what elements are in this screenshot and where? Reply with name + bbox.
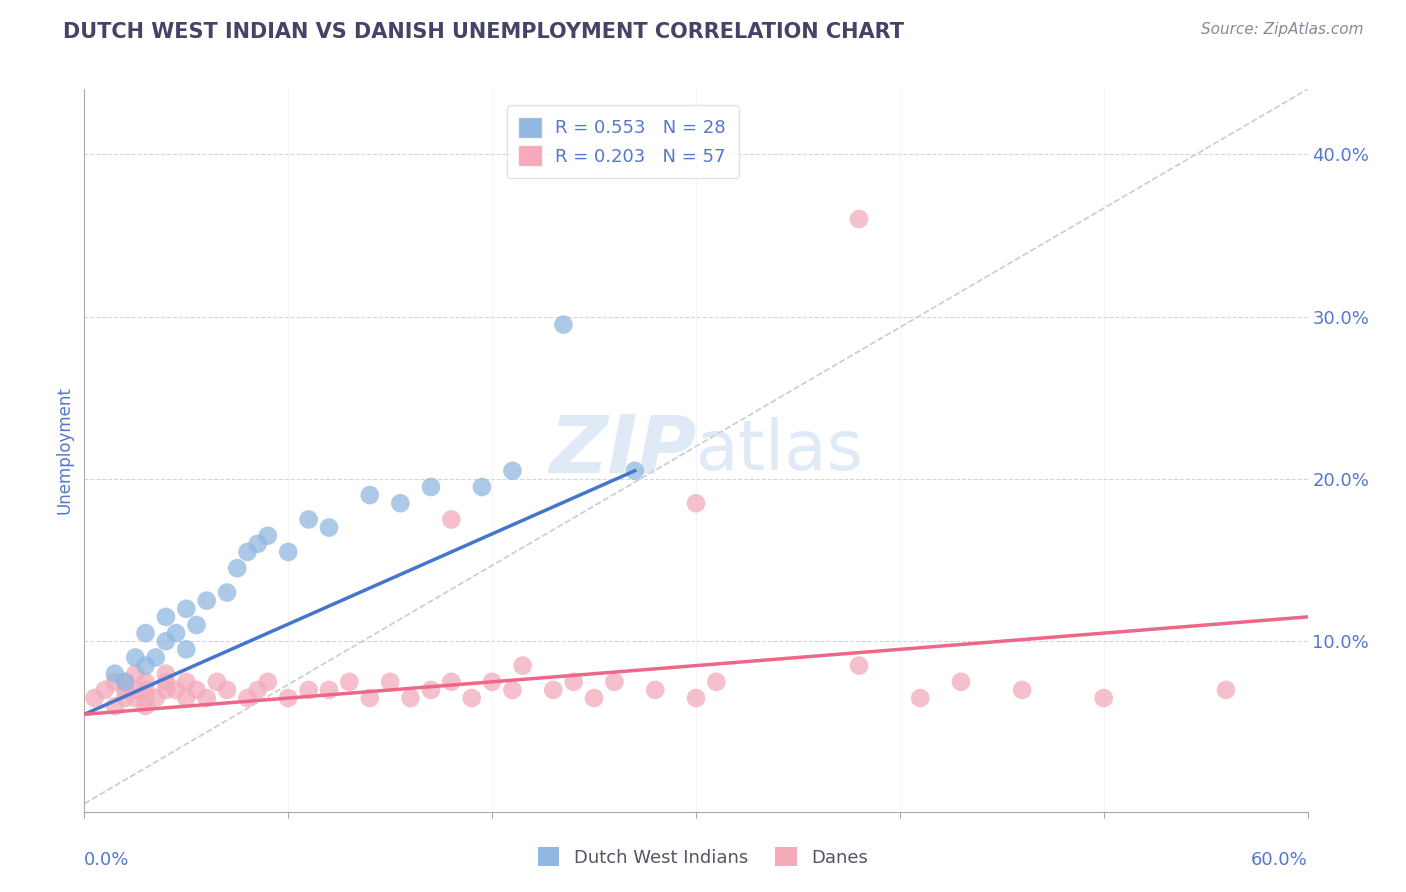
- Point: [186, 682, 208, 697]
- Point: [114, 674, 136, 689]
- Point: [124, 691, 146, 706]
- Point: [543, 682, 565, 697]
- Point: [174, 691, 197, 706]
- Point: [848, 658, 870, 673]
- Point: [603, 674, 626, 689]
- Point: [420, 480, 443, 494]
- Text: DUTCH WEST INDIAN VS DANISH UNEMPLOYMENT CORRELATION CHART: DUTCH WEST INDIAN VS DANISH UNEMPLOYMENT…: [63, 22, 904, 42]
- Point: [318, 682, 340, 697]
- Point: [685, 691, 707, 706]
- Point: [135, 691, 157, 706]
- Point: [562, 674, 585, 689]
- Y-axis label: Unemployment: Unemployment: [55, 386, 73, 515]
- Point: [93, 682, 115, 697]
- Point: [706, 674, 728, 689]
- Point: [461, 691, 484, 706]
- Point: [217, 682, 239, 697]
- Point: [104, 666, 127, 681]
- Point: [553, 318, 575, 332]
- Point: [145, 691, 167, 706]
- Point: [950, 674, 973, 689]
- Point: [440, 512, 463, 526]
- Point: [298, 512, 321, 526]
- Point: [145, 650, 167, 665]
- Point: [246, 682, 269, 697]
- Point: [298, 682, 321, 697]
- Point: [502, 682, 524, 697]
- Point: [583, 691, 606, 706]
- Text: atlas: atlas: [696, 417, 863, 484]
- Point: [195, 593, 218, 607]
- Point: [174, 674, 197, 689]
- Point: [195, 691, 218, 706]
- Point: [217, 585, 239, 599]
- Legend: R = 0.553   N = 28, R = 0.203   N = 57: R = 0.553 N = 28, R = 0.203 N = 57: [506, 105, 738, 178]
- Point: [1092, 691, 1115, 706]
- Point: [236, 691, 259, 706]
- Point: [318, 520, 340, 534]
- Text: Source: ZipAtlas.com: Source: ZipAtlas.com: [1201, 22, 1364, 37]
- Point: [481, 674, 503, 689]
- Point: [644, 682, 666, 697]
- Point: [257, 674, 280, 689]
- Point: [165, 626, 187, 640]
- Point: [83, 691, 105, 706]
- Point: [104, 699, 127, 714]
- Point: [339, 674, 361, 689]
- Point: [1011, 682, 1033, 697]
- Point: [165, 682, 187, 697]
- Point: [124, 650, 146, 665]
- Point: [135, 658, 157, 673]
- Point: [114, 691, 136, 706]
- Point: [135, 699, 157, 714]
- Point: [155, 666, 177, 681]
- Point: [420, 682, 443, 697]
- Point: [135, 674, 157, 689]
- Point: [389, 496, 412, 510]
- Point: [205, 674, 228, 689]
- Point: [186, 618, 208, 632]
- Text: 60.0%: 60.0%: [1251, 851, 1308, 869]
- Point: [848, 212, 870, 227]
- Point: [124, 666, 146, 681]
- Point: [512, 658, 534, 673]
- Point: [399, 691, 422, 706]
- Point: [685, 496, 707, 510]
- Point: [155, 682, 177, 697]
- Point: [236, 545, 259, 559]
- Point: [471, 480, 494, 494]
- Point: [502, 464, 524, 478]
- Point: [114, 674, 136, 689]
- Point: [277, 545, 299, 559]
- Point: [174, 642, 197, 657]
- Point: [155, 674, 177, 689]
- Point: [135, 626, 157, 640]
- Point: [359, 488, 381, 502]
- Point: [226, 561, 249, 575]
- Point: [440, 674, 463, 689]
- Point: [1215, 682, 1237, 697]
- Point: [114, 682, 136, 697]
- Point: [910, 691, 932, 706]
- Point: [359, 691, 381, 706]
- Point: [104, 674, 127, 689]
- Text: ZIP: ZIP: [548, 411, 696, 490]
- Point: [174, 601, 197, 615]
- Point: [277, 691, 299, 706]
- Point: [135, 682, 157, 697]
- Point: [124, 682, 146, 697]
- Point: [155, 610, 177, 624]
- Text: 0.0%: 0.0%: [84, 851, 129, 869]
- Point: [246, 537, 269, 551]
- Point: [257, 529, 280, 543]
- Point: [380, 674, 402, 689]
- Point: [155, 634, 177, 648]
- Point: [624, 464, 647, 478]
- Legend: Dutch West Indians, Danes: Dutch West Indians, Danes: [530, 840, 876, 874]
